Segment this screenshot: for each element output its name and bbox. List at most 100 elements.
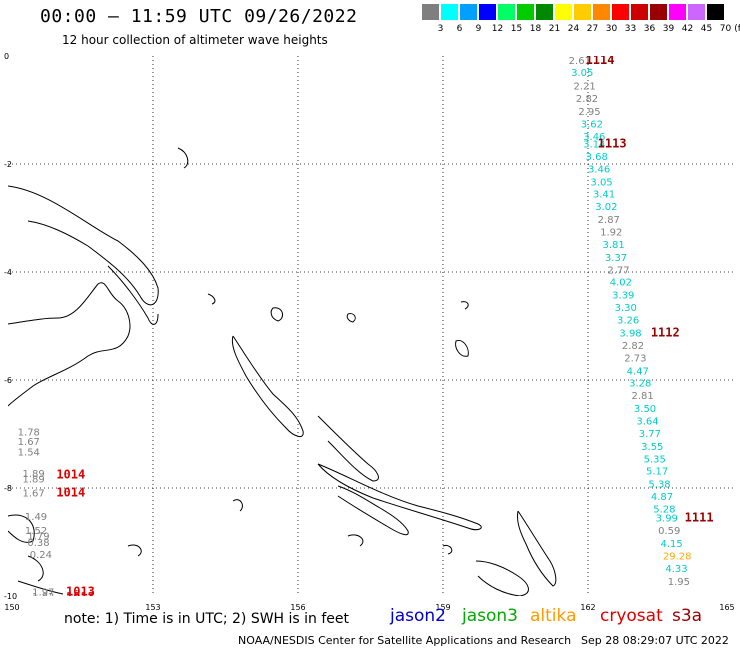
wave-height-label: 3.05	[590, 177, 612, 188]
pass-labels: 11141113111211111014101410131013	[56, 56, 713, 596]
scale-label: 33	[624, 24, 637, 34]
coastline-islet-1	[177, 147, 189, 169]
scale-label: 3	[437, 24, 444, 34]
scale-label: 12	[491, 24, 504, 34]
wave-height-label: 29.28	[663, 552, 692, 563]
scale-label: 30	[605, 24, 618, 34]
satellite-legend-jason2: jason2	[390, 606, 446, 626]
wave-height-label: 1.92	[600, 228, 622, 239]
scale-swatch	[441, 4, 458, 20]
pass-number-label: 1014	[56, 468, 85, 482]
wave-height-label: 1.89	[23, 469, 45, 480]
coastline-png-mainland	[8, 282, 131, 407]
pass-number-label: 1013	[66, 590, 95, 596]
pass-number-label: 1112	[651, 325, 680, 339]
wave-height-label: 2.61	[569, 56, 591, 67]
wave-height-label: 3.55	[641, 442, 663, 453]
pass-number-label: 1111	[685, 511, 714, 525]
pass-number-label: 1114	[586, 56, 615, 67]
wave-height-label: 3.68	[586, 152, 608, 163]
satellite-legend-jason3: jason3	[462, 606, 518, 626]
pass-number-label: 1013	[66, 585, 95, 596]
wave-height-label: 3.41	[593, 190, 615, 201]
wave-height-label: 3.30	[615, 303, 637, 314]
scale-swatch	[536, 4, 553, 20]
wave-height-label: 1.79	[27, 532, 49, 543]
coastline-islet-2	[270, 307, 284, 322]
wave-height-label: 1.67	[23, 488, 45, 499]
wave-height-label: 2.21	[574, 82, 596, 93]
coastline-choiseul	[317, 415, 379, 482]
x-tick-label: 156	[290, 603, 306, 612]
wave-height-label: 2.82	[576, 94, 598, 105]
y-tick-label: 0	[4, 52, 10, 61]
y-tick-label: -4	[4, 268, 12, 277]
scale-swatch	[555, 4, 572, 20]
wave-height-label: 5.38	[648, 480, 670, 491]
coastline-misc	[127, 293, 453, 557]
scale-swatch	[631, 4, 648, 20]
wave-height-label: 2.82	[622, 341, 644, 352]
scale-swatch	[612, 4, 629, 20]
map-title: 00:00 — 11:59 UTC 09/26/2022	[40, 6, 358, 27]
scale-label: 15	[510, 24, 523, 34]
wave-height-label: 1.49	[25, 512, 47, 523]
x-tick-label: 153	[145, 603, 161, 612]
y-tick-label: -10	[4, 592, 18, 601]
y-tick-label: -8	[4, 484, 12, 493]
wave-height-label: 3.14	[583, 139, 605, 150]
scale-swatch	[517, 4, 534, 20]
coastline-islet-3	[346, 313, 356, 323]
coastline-islet-5	[460, 301, 469, 310]
satellite-legend-altika: altika	[530, 606, 577, 626]
pass-number-label: 1014	[56, 485, 85, 499]
coastline-santa-isabel	[317, 463, 482, 531]
scale-label: 36	[643, 24, 656, 34]
scale-label: 9	[475, 24, 482, 34]
note-text: note: 1) Time is in UTC; 2) SWH is in fe…	[64, 611, 350, 627]
scale-swatch	[707, 4, 724, 20]
satellite-legend-s3a: s3a	[672, 606, 703, 626]
scale-swatch	[688, 4, 705, 20]
pass-number-label: 1113	[598, 136, 627, 150]
wave-height-label: 3.77	[639, 429, 661, 440]
wave-height-label: 4.33	[665, 564, 687, 575]
wave-height-label: 1.82	[32, 592, 54, 596]
wave-height-label: 5.28	[653, 505, 675, 516]
coastline-bougainville	[231, 335, 304, 438]
wave-height-label: 1.54	[18, 447, 40, 458]
wave-height-label: 2.87	[598, 215, 620, 226]
wave-height-label: 3.50	[634, 404, 656, 415]
scale-label: 21	[548, 24, 561, 34]
wave-height-label: 3.37	[605, 253, 627, 264]
wave-height-label: 3.46	[583, 132, 605, 143]
x-tick-label: 162	[580, 603, 596, 612]
wave-height-label: 2.81	[632, 391, 654, 402]
wave-height-label: 0.24	[30, 550, 52, 561]
wave-height-label: 1.97	[32, 588, 54, 596]
wave-height-label: 3.62	[581, 120, 603, 131]
scale-swatch	[498, 4, 515, 20]
wave-height-label: 3.64	[636, 417, 658, 428]
scale-swatch	[669, 4, 686, 20]
x-tick-label: 150	[4, 603, 20, 612]
gridlines	[8, 56, 733, 596]
scale-swatch	[460, 4, 477, 20]
y-tick-label: -2	[4, 160, 12, 169]
scale-swatch	[650, 4, 667, 20]
scale-swatch	[593, 4, 610, 20]
track-east: 2.613.052.212.822.953.623.463.143.683.46…	[569, 56, 692, 588]
wave-height-label: 2.77	[607, 265, 629, 276]
scale-label: 42	[681, 24, 694, 34]
wave-height-label: 3.46	[588, 164, 610, 175]
wave-height-label: 3.05	[571, 68, 593, 79]
wave-height-label: 4.47	[627, 366, 649, 377]
wave-height-label: 4.15	[661, 539, 683, 550]
footer-credit: NOAA/NESDIS Center for Satellite Applica…	[238, 634, 572, 647]
wave-height-label: 4.87	[651, 492, 673, 503]
scale-label: 24	[567, 24, 580, 34]
coastline-new-ireland	[107, 265, 159, 325]
scale-label: 70	[719, 24, 732, 34]
wave-height-label: 5.17	[646, 467, 668, 478]
wave-height-label: 3.02	[595, 202, 617, 213]
